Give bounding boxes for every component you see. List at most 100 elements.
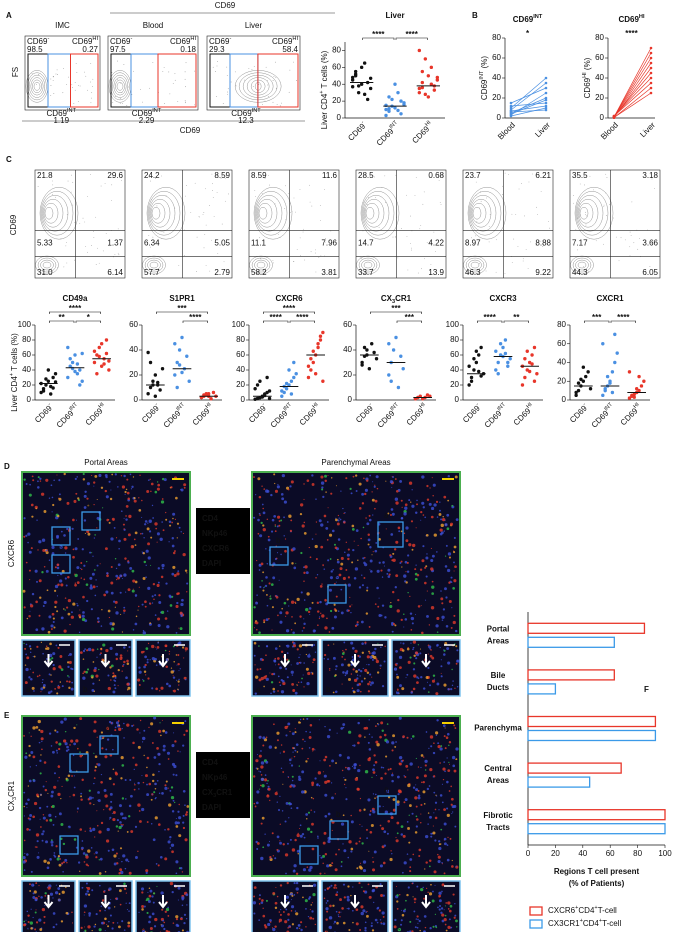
stain-dot [365,489,368,492]
stain-dot [371,925,373,927]
stain-dot [395,478,397,480]
data-point [497,372,500,375]
stain-dot [418,644,419,645]
event-dot [199,216,200,217]
stain-dot [335,853,337,855]
data-point [477,353,480,356]
stain-dot [56,731,58,733]
legend-label-part: CXCR6 [548,906,576,915]
stain-dot [405,571,406,572]
stain-dot [29,484,31,486]
stain-dot [277,739,279,741]
stain-dot [123,528,124,529]
stain-dot [444,523,447,526]
stain-dot [120,847,122,849]
event-dot [216,96,217,97]
stain-dot [175,605,178,608]
stain-dot [118,685,119,686]
stain-dot [186,572,187,573]
data-point [392,348,395,351]
stain-dot [338,849,340,851]
stain-dot [93,481,95,483]
stain-dot [401,500,403,502]
stain-dot [445,747,447,749]
stain-dot [23,517,25,519]
panel-label: B [472,11,478,20]
stain-dot [183,922,185,924]
stain-dot [105,649,108,652]
event-dot [236,86,237,87]
stain-dot [71,611,73,613]
stain-dot [253,775,255,777]
stain-dot [112,818,115,821]
stain-dot [416,915,418,917]
stain-dot [372,889,375,892]
stain-dot [121,756,124,759]
stain-dot [430,567,433,570]
stain-dot [29,883,31,885]
stain-dot [290,763,291,764]
stain-dot [150,491,151,492]
stain-dot [292,752,293,753]
event-dot [528,268,529,269]
stain-dot [253,476,255,478]
stain-dot [365,770,368,773]
stain-dot [423,781,425,783]
stain-dot [450,786,452,788]
stain-dot [154,756,157,759]
stain-dot [53,626,55,628]
legend-label-part: CD4 [578,906,595,915]
stain-dot [291,899,292,900]
stain-dot [282,474,285,477]
stain-dot [406,894,408,896]
event-dot [293,62,294,63]
stain-dot [420,568,422,570]
stain-dot [158,601,161,604]
stain-dot [157,484,160,487]
data-point [506,365,509,368]
stain-dot [25,752,27,754]
data-point [399,99,402,102]
stain-dot [123,661,125,663]
stain-dot [277,516,280,519]
data-point [601,394,604,397]
data-point [176,361,179,364]
stain-dot [431,516,434,519]
stain-dot [330,610,332,612]
side-label: CXCR6 [7,539,16,567]
stain-dot [31,504,34,507]
event-dot [260,258,261,259]
stain-dot [343,884,345,886]
stain-dot [386,573,388,575]
stain-dot [360,863,361,864]
stain-dot [154,522,157,525]
stain-dot [292,689,295,692]
y-tick-label: 20 [129,370,138,379]
stain-dot [121,475,122,476]
data-point [574,391,577,394]
stain-dot [304,565,307,568]
stain-dot [120,592,122,594]
stain-dot [177,811,179,813]
data-point [161,367,164,370]
event-dot [156,206,157,207]
stain-dot [390,480,393,483]
stain-dot [309,866,312,869]
stain-dot [375,794,377,796]
event-dot [92,79,93,80]
stain-dot [348,840,351,843]
stain-dot [319,719,320,720]
event-dot [63,267,64,268]
event-dot [228,88,229,89]
stain-dot [112,848,115,851]
stain-dot [354,679,357,682]
stain-dot [266,594,268,596]
stain-dot [51,791,54,794]
stain-dot [333,887,335,889]
stain-dot [118,669,120,671]
event-dot [57,267,58,268]
stain-dot [416,815,418,817]
stain-dot [363,527,365,529]
event-dot [266,67,267,68]
sig-label: **** [483,313,496,322]
